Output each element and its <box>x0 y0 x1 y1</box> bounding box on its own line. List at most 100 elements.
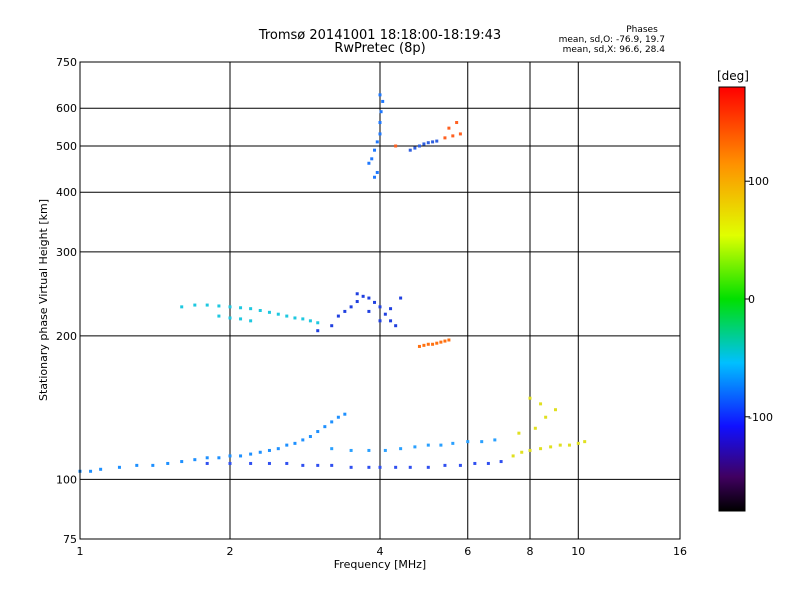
data-point <box>435 139 439 143</box>
data-point <box>239 454 243 458</box>
data-point <box>373 175 377 179</box>
data-point <box>301 438 305 442</box>
chart-subtitle: RwPretec (8p) <box>334 41 425 56</box>
data-point <box>544 415 548 419</box>
data-point <box>480 440 484 444</box>
x-tick-label: 16 <box>673 545 687 558</box>
data-point <box>394 144 398 148</box>
data-point <box>308 319 312 323</box>
data-point <box>349 305 353 309</box>
data-point <box>239 317 243 321</box>
y-tick-label: 600 <box>56 102 77 115</box>
phases-x-mode: mean, sd,X: 96.6, 28.4 <box>563 45 666 55</box>
data-point <box>228 461 232 465</box>
colorbar <box>718 86 746 512</box>
data-point <box>417 344 421 348</box>
phases-o-mode: mean, sd,O: -76.9, 19.7 <box>559 35 665 45</box>
data-point <box>205 303 209 307</box>
data-point <box>413 146 417 150</box>
data-point <box>378 93 382 97</box>
data-point <box>451 441 455 445</box>
data-point <box>458 463 462 467</box>
data-point <box>330 447 334 451</box>
data-point <box>193 303 197 307</box>
data-point <box>285 314 289 318</box>
y-tick-label: 300 <box>56 246 77 259</box>
data-point <box>451 134 455 138</box>
data-point <box>258 308 262 312</box>
data-point <box>378 132 382 136</box>
data-point <box>267 310 271 314</box>
data-point <box>308 435 312 439</box>
data-point <box>439 340 443 344</box>
data-point <box>166 461 170 465</box>
data-point <box>276 447 280 451</box>
data-point <box>431 140 435 144</box>
data-point <box>316 430 320 434</box>
data-point <box>330 463 334 467</box>
data-point <box>383 448 387 452</box>
data-point <box>89 469 93 473</box>
data-point <box>408 148 412 152</box>
data-point <box>367 296 371 300</box>
colorbar-tick-label: 100 <box>748 175 769 188</box>
data-point <box>389 307 393 311</box>
data-point <box>422 343 426 347</box>
data-point <box>443 463 447 467</box>
data-point <box>379 110 383 114</box>
data-point <box>180 460 184 464</box>
data-point <box>316 321 320 325</box>
colorbar-tick-label: -100 <box>748 411 773 424</box>
data-point <box>447 126 451 130</box>
data-point <box>151 463 155 467</box>
data-point <box>443 136 447 140</box>
data-point <box>343 412 347 416</box>
data-point <box>193 458 197 462</box>
data-point <box>443 339 447 343</box>
data-point <box>217 304 221 308</box>
chart-title: Tromsø 20141001 18:18:00-18:19:43 <box>258 28 501 43</box>
data-point <box>249 452 253 456</box>
data-point <box>249 461 253 465</box>
data-point <box>533 426 537 430</box>
data-point <box>330 324 334 328</box>
data-point <box>583 440 587 444</box>
data-point <box>528 396 532 400</box>
x-tick-label: 4 <box>377 545 384 558</box>
data-point <box>422 142 426 146</box>
data-point <box>408 465 412 469</box>
y-tick-label: 400 <box>56 186 77 199</box>
data-point <box>285 443 289 447</box>
data-point <box>205 461 209 465</box>
data-point <box>375 170 379 174</box>
data-point <box>293 441 297 445</box>
x-tick-label: 6 <box>464 545 471 558</box>
data-point <box>228 316 232 320</box>
data-point <box>301 463 305 467</box>
data-point <box>439 443 443 447</box>
data-point <box>520 450 524 454</box>
data-point <box>389 319 393 323</box>
data-point <box>426 443 430 447</box>
data-point <box>394 465 398 469</box>
data-point <box>228 454 232 458</box>
axis-ticks: 1 2 4 6 8 10 16 75 100 200 300 400 500 600 750 <box>56 56 687 558</box>
plot-frame <box>79 61 681 540</box>
data-point <box>367 465 371 469</box>
data-point <box>355 300 359 304</box>
colorbar-tick-label: 0 <box>748 293 755 306</box>
data-point <box>276 312 280 316</box>
data-points <box>78 93 587 473</box>
data-point <box>217 456 221 460</box>
data-point <box>553 408 557 412</box>
data-point <box>267 448 271 452</box>
data-point <box>323 425 327 429</box>
data-point <box>336 314 340 318</box>
data-point <box>316 329 320 333</box>
data-point <box>567 443 571 447</box>
x-tick-label: 8 <box>527 545 534 558</box>
data-point <box>399 296 403 300</box>
y-tick-label: 100 <box>56 473 77 486</box>
grid-lines <box>80 62 680 539</box>
